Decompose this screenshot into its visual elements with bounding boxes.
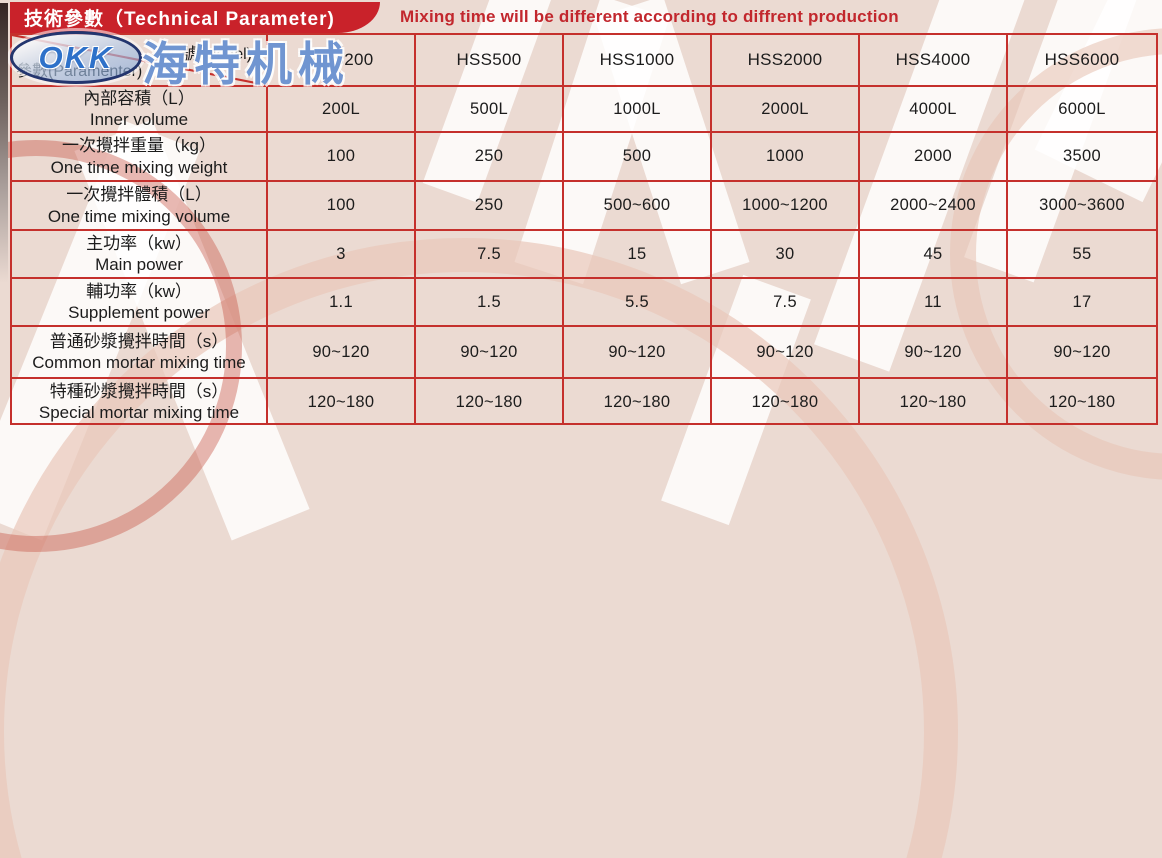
- cell-value: 1.1: [268, 279, 416, 327]
- cell-value: 15: [564, 231, 712, 279]
- okk-logo-text: OKK: [38, 39, 114, 75]
- cell-value: 90~120: [860, 327, 1008, 379]
- cell-value: 7.5: [416, 231, 564, 279]
- cell-value: 7.5: [712, 279, 860, 327]
- row-label-en: One time mixing volume: [47, 206, 231, 226]
- column-header: HSS6000: [1008, 35, 1156, 87]
- cell-value: 120~180: [1048, 392, 1116, 411]
- cell-value: 5.5: [564, 279, 712, 327]
- cell-value: 500L: [416, 87, 564, 133]
- cell-value: 3500: [1008, 133, 1156, 182]
- note-text: Mixing time will be different according …: [400, 7, 899, 26]
- cell-value: 1000~1200: [712, 182, 860, 231]
- scan-edge-shadow: [0, 3, 8, 283]
- cell-value: 3000~3600: [1008, 182, 1156, 231]
- row-label-zh: 一次攪拌重量（kg）: [62, 136, 216, 156]
- row-label-en: One time mixing weight: [50, 157, 228, 177]
- cell-value: 200L: [268, 87, 416, 133]
- row-label-zh: 內部容積（L）: [83, 88, 195, 108]
- cell-value: 120~180: [268, 379, 416, 425]
- cell-value: 120~180: [712, 379, 860, 425]
- cell-value: 90~120: [564, 327, 712, 379]
- row-label-en: Common mortar mixing time: [32, 353, 246, 372]
- row-label-en: Supplement power: [68, 303, 210, 322]
- cell-value: 3: [268, 231, 416, 279]
- row-label: 特種砂漿攪拌時間（s） Special mortar mixing time: [12, 379, 268, 425]
- logo-chinese-watermark: 海特机械: [142, 38, 350, 90]
- cell-value: 90~120: [416, 327, 564, 379]
- row-label-zh: 普通砂漿攪拌時間（s）: [49, 331, 229, 351]
- column-header: HSS200: [268, 35, 416, 87]
- row-label: 一次攪拌體積（L） One time mixing volume: [12, 182, 268, 231]
- corner-model-label: 型號(Model): [165, 46, 252, 63]
- row-label-en: Inner volume: [89, 110, 189, 129]
- row-label-en: Special mortar mixing time: [38, 403, 240, 422]
- row-label: 普通砂漿攪拌時間（s） Common mortar mixing time: [12, 327, 268, 379]
- cell-value: 45: [860, 231, 1008, 279]
- cell-value: 30: [712, 231, 860, 279]
- cell-value: 17: [1008, 279, 1156, 327]
- row-label-zh: 一次攪拌體積（L）: [66, 185, 212, 205]
- cell-value: 90~120: [1008, 327, 1156, 379]
- cell-value: 120~180: [860, 379, 1008, 425]
- cell-value: 55: [1008, 231, 1156, 279]
- cell-value: 500~600: [564, 182, 712, 231]
- cell-value: 1000L: [564, 87, 712, 133]
- cell-value: 90~120: [268, 327, 416, 379]
- cell-value: 120~180: [416, 379, 564, 425]
- cell-value: 250: [416, 182, 564, 231]
- row-label: 主功率（kw） Main power: [12, 231, 268, 279]
- column-header: HSS4000: [860, 35, 1008, 87]
- row-label: 一次攪拌重量（kg） One time mixing weight: [12, 133, 268, 182]
- banner: 技術參數（Technical Parameter): [10, 2, 380, 33]
- row-label-zh: 輔功率（kw）: [86, 281, 192, 301]
- cell-value: 1.5: [416, 279, 564, 327]
- cell-value: 250: [416, 133, 564, 182]
- cell-value: 6000L: [1008, 87, 1156, 133]
- okk-logo: OKK: [10, 31, 142, 84]
- cell-value: 2000~2400: [860, 182, 1008, 231]
- row-label: 內部容積（L） Inner volume: [12, 87, 268, 133]
- cell-value: 1000: [712, 133, 860, 182]
- cell-value: 11: [860, 279, 1008, 327]
- cell-value: 500: [564, 133, 712, 182]
- cell-value: 120~180: [564, 379, 712, 425]
- cell-value: 100: [268, 133, 416, 182]
- cell-value: 2000L: [712, 87, 860, 133]
- parameter-table: 型號(Model) 參數(Paramenter) HSS200 HSS500 H…: [10, 33, 1158, 425]
- row-label: 輔功率（kw） Supplement power: [12, 279, 268, 327]
- row-label-zh: 特種砂漿攪拌時間（s）: [49, 381, 229, 401]
- cell-value: 90~120: [712, 327, 860, 379]
- page-title: 技術參數（Technical Parameter): [24, 9, 335, 30]
- cell-value: 2000: [860, 133, 1008, 182]
- cell-value: 100: [268, 182, 416, 231]
- column-header: HSS500: [416, 35, 564, 87]
- column-header: HSS1000: [564, 35, 712, 87]
- column-header: HSS2000: [712, 35, 860, 87]
- row-label-zh: 主功率（kw）: [86, 233, 192, 253]
- row-label-en: Main power: [95, 255, 183, 274]
- cell-value: 4000L: [860, 87, 1008, 133]
